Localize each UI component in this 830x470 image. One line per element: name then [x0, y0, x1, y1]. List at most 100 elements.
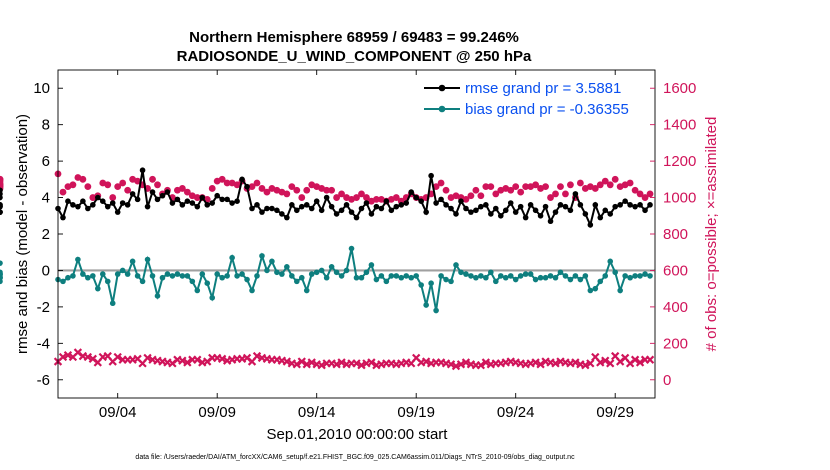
bias-point: [318, 267, 325, 274]
bias-point: [343, 267, 350, 274]
rmse-point: [169, 200, 176, 206]
obs-possible-point: [601, 177, 609, 185]
bias-point: [433, 307, 439, 314]
obs-possible-point: [596, 181, 604, 189]
bias-point: [129, 258, 136, 265]
bias-point: [284, 264, 290, 270]
x-axis-label: Sep.01,2010 00:00:00 start: [267, 426, 449, 443]
x-tick-label: 09/24: [497, 404, 535, 421]
bias-point: [597, 278, 604, 285]
obs-possible-point: [178, 185, 186, 192]
obs-possible-point: [119, 179, 127, 187]
rmse-point: [239, 176, 245, 183]
bias-point: [493, 278, 499, 285]
bias-point: [612, 269, 618, 276]
rmse-point: [403, 200, 410, 206]
bias-point: [328, 264, 335, 270]
data-file-footer: data file: /Users/raeder/DAI/ATM_forcXX/…: [135, 454, 575, 461]
bias-point: [199, 271, 206, 277]
bias-point: [448, 278, 454, 285]
bias-point: [622, 273, 628, 279]
bias-point: [532, 276, 539, 283]
rmse-point: [134, 196, 141, 203]
obs-possible-point: [606, 181, 614, 189]
bias-point: [119, 267, 126, 274]
rmse-point: [269, 205, 275, 212]
bias-point: [114, 271, 121, 277]
rmse-point: [294, 207, 300, 214]
bias-point: [164, 271, 171, 277]
rmse-point: [264, 205, 270, 212]
bias-point: [124, 271, 131, 277]
bias-point: [229, 254, 235, 261]
rmse-point: [194, 203, 201, 210]
bias-point: [348, 245, 355, 252]
obs-possible-point: [338, 190, 345, 198]
y-right-tick-label: 0: [663, 372, 671, 389]
bias-point: [149, 273, 156, 279]
legend: rmse grand pr = 3.5881 bias grand pr = -…: [424, 80, 629, 118]
bias-point: [219, 274, 225, 281]
obs-possible-point: [487, 183, 495, 191]
bias-point: [214, 271, 220, 277]
bias-point: [239, 271, 245, 277]
obs-possible-point: [576, 179, 584, 187]
rmse-point: [512, 209, 519, 215]
rmse-point: [298, 203, 305, 210]
bias-point: [189, 278, 196, 285]
rmse-point: [567, 207, 574, 214]
rmse-point: [463, 205, 469, 212]
bias-point: [637, 273, 643, 279]
rmse-point: [627, 202, 633, 208]
y-left-tick-label: -6: [37, 372, 50, 389]
rmse-point: [408, 189, 415, 195]
rmse-point: [224, 196, 230, 203]
bias-point: [562, 273, 569, 279]
rmse-point: [249, 205, 255, 212]
obs-possible-point: [283, 190, 291, 198]
obs-possible-point: [353, 194, 360, 201]
bias-point: [443, 276, 449, 283]
bias-point: [184, 273, 191, 279]
rmse-point: [303, 202, 310, 208]
bias-point: [527, 271, 534, 277]
y-left-tick-label: -4: [37, 335, 50, 352]
bias-point: [507, 273, 514, 279]
bias-point: [383, 278, 390, 285]
obs-possible-point: [547, 194, 554, 201]
rmse-point: [468, 209, 474, 215]
x-tick-label: 09/09: [198, 404, 236, 421]
rmse-point: [647, 202, 653, 208]
bias-point: [90, 273, 96, 279]
obs-possible-point: [482, 183, 490, 191]
bias-point: [552, 274, 559, 281]
rmse-point: [378, 205, 385, 212]
rmse-point: [622, 198, 628, 204]
x-axis-ticks: 09/04 09/09 09/14 09/19 09/24 09/29: [99, 70, 634, 421]
legend-rmse-marker: [438, 84, 446, 92]
obs-possible-point: [631, 186, 639, 194]
bias-point: [264, 267, 270, 274]
rmse-point: [458, 198, 464, 204]
bias-point: [458, 269, 464, 276]
bias-point: [144, 256, 151, 263]
bias-point: [632, 273, 638, 279]
legend-bias-marker: [438, 105, 446, 113]
bias-point: [388, 273, 395, 279]
obs-possible-point: [134, 177, 142, 185]
bias-point: [642, 271, 648, 277]
obs-possible-point: [109, 194, 117, 201]
rmse-point: [537, 212, 544, 219]
rmse-point: [363, 200, 370, 206]
rmse-point: [219, 196, 225, 203]
bias-point: [139, 278, 146, 285]
rmse-point: [75, 203, 81, 210]
rmse-point: [229, 200, 235, 206]
rmse-point: [65, 198, 71, 204]
bias-point: [403, 273, 410, 279]
bias-point: [134, 273, 141, 279]
rmse-point: [368, 211, 375, 217]
rmse-point: [473, 207, 479, 214]
rmse-point: [577, 202, 584, 208]
bias-point: [0, 271, 3, 277]
